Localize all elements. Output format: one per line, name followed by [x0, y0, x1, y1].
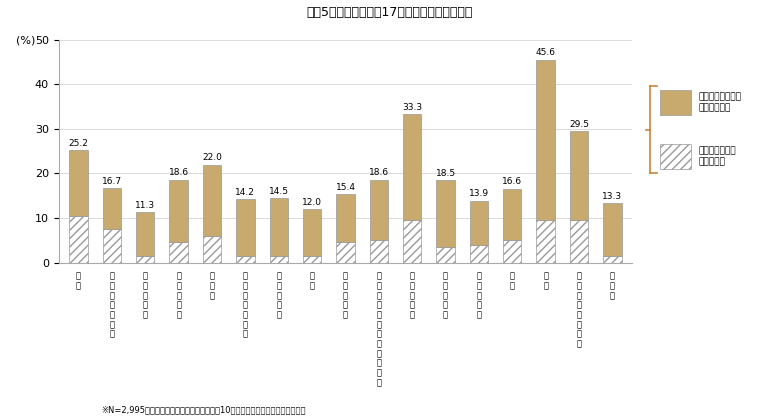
Text: 13.3: 13.3	[602, 192, 622, 201]
Text: 33.3: 33.3	[402, 103, 422, 112]
Text: 16.7: 16.7	[102, 177, 122, 186]
Bar	[103, 188, 121, 229]
Text: 45.6: 45.6	[536, 48, 555, 57]
Bar	[570, 220, 588, 263]
Bar	[169, 180, 188, 243]
Bar	[303, 209, 321, 256]
Text: 22.0: 22.0	[202, 153, 222, 162]
Text: 11.3: 11.3	[135, 201, 155, 210]
Bar	[603, 256, 622, 263]
Bar	[136, 256, 154, 263]
Text: 18.6: 18.6	[168, 168, 189, 178]
Bar	[103, 229, 121, 263]
Bar	[436, 180, 455, 247]
Bar	[236, 256, 254, 263]
Bar	[436, 247, 455, 263]
Bar	[303, 256, 321, 263]
Text: 15.4: 15.4	[335, 183, 356, 192]
Bar	[69, 216, 87, 263]
Bar	[537, 59, 555, 220]
Text: 図表5　業種別（東証17業種）にみた記載状況: 図表5 業種別（東証17業種）にみた記載状況	[307, 6, 473, 19]
Bar	[470, 245, 488, 263]
Y-axis label: (%): (%)	[16, 36, 36, 46]
Bar	[570, 131, 588, 220]
Text: 18.6: 18.6	[369, 168, 389, 178]
Bar	[503, 189, 522, 240]
Bar	[370, 240, 388, 263]
Bar	[503, 240, 522, 263]
Bar	[169, 243, 188, 263]
Bar	[336, 194, 355, 243]
Bar	[370, 180, 388, 240]
Text: 16.6: 16.6	[502, 177, 523, 186]
Bar	[336, 243, 355, 263]
Text: 18.5: 18.5	[435, 169, 456, 178]
Bar	[403, 220, 421, 263]
Text: 「女性活躍状況」
について記載: 「女性活躍状況」 について記載	[699, 92, 742, 112]
Text: 14.2: 14.2	[236, 188, 255, 197]
Bar	[136, 212, 154, 256]
Bar	[270, 256, 288, 263]
Text: ※N=2,995。ただし、各カテゴリーの母数が10未満の階層は、表示していない。: ※N=2,995。ただし、各カテゴリーの母数が10未満の階層は、表示していない。	[101, 406, 306, 415]
Bar	[403, 114, 421, 220]
Bar	[203, 236, 222, 263]
Bar	[203, 165, 222, 236]
Text: 12.0: 12.0	[302, 198, 322, 207]
Text: 14.5: 14.5	[269, 187, 289, 196]
Bar	[236, 199, 254, 256]
Text: 13.9: 13.9	[469, 189, 489, 199]
Bar	[270, 198, 288, 256]
Text: 25.2: 25.2	[69, 139, 88, 148]
Bar	[537, 220, 555, 263]
Bar	[69, 150, 87, 216]
Text: 取締役に女性が
いる旨記載: 取締役に女性が いる旨記載	[699, 147, 736, 167]
Bar	[603, 203, 622, 256]
Bar	[470, 201, 488, 245]
Text: 29.5: 29.5	[569, 120, 589, 129]
